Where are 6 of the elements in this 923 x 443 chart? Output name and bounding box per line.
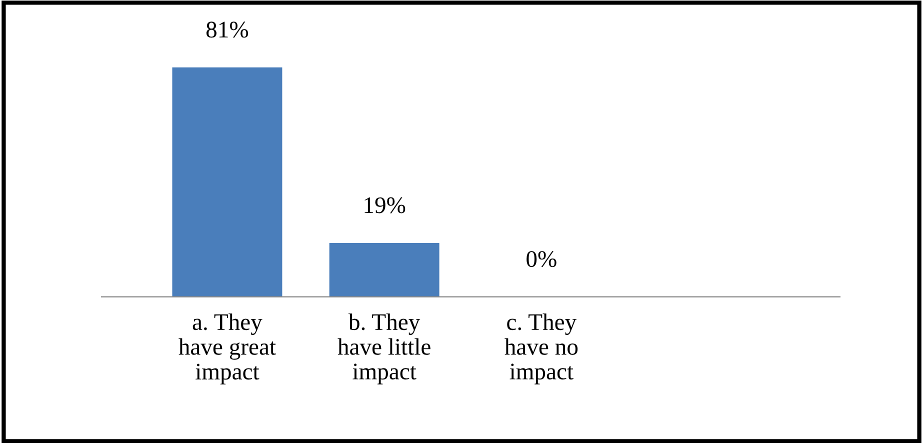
- data-label: 19%: [364, 197, 406, 214]
- data-label: 0%: [526, 251, 556, 268]
- x-tick-label: c. They have no impact: [504, 313, 578, 384]
- x-tick-label: a. They have great impact: [178, 313, 276, 384]
- data-label: 81%: [206, 22, 248, 38]
- x-tick-label: b. They have little impact: [338, 313, 430, 384]
